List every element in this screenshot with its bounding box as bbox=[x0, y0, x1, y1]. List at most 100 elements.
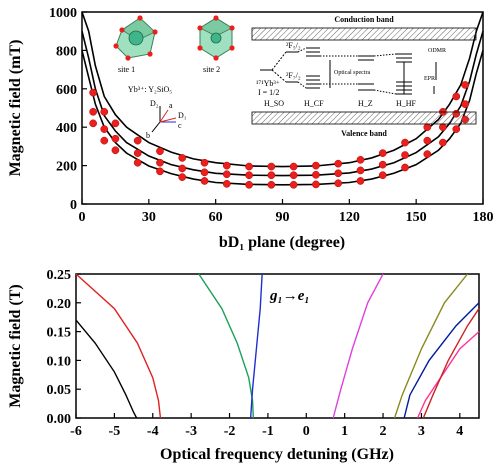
bottom-chart: -6 -5 -4 -3 -2 -1 0 1 2 3 40.000.050.100.150.200.2… bbox=[7, 268, 479, 463]
top-data-point bbox=[223, 171, 230, 178]
top-data-point bbox=[101, 126, 108, 133]
top-data-point bbox=[335, 180, 342, 187]
inset-crystal-sites: site 1 site 2 Yb³⁺: Y₂SiO₅ D₂ bbox=[113, 15, 234, 140]
valence-band-label: Valence band bbox=[341, 129, 387, 138]
top-data-point bbox=[156, 159, 163, 166]
top-data-point bbox=[312, 162, 319, 169]
top-x-tick-label: 90 bbox=[276, 210, 290, 225]
top-data-point bbox=[290, 172, 297, 179]
top-x-tick-label: 30 bbox=[142, 210, 156, 225]
top-data-point bbox=[112, 120, 119, 127]
bottom-x-tick-label: 0 bbox=[303, 424, 310, 439]
top-data-point bbox=[223, 162, 230, 169]
top-data-point bbox=[156, 148, 163, 155]
axis-d1-label: D₁ bbox=[178, 111, 187, 120]
top-data-point bbox=[424, 150, 431, 157]
axis-c-label: c bbox=[178, 121, 182, 130]
top-data-point bbox=[424, 137, 431, 144]
top-y-axis-label: Magnetic field (mT) bbox=[7, 40, 24, 177]
bottom-series-line-8 bbox=[418, 332, 479, 418]
top-y-tick-label: 1000 bbox=[49, 6, 77, 21]
top-data-point bbox=[312, 181, 319, 188]
bottom-x-axis-label: Optical frequency detuning (GHz) bbox=[160, 446, 394, 463]
top-data-point bbox=[335, 170, 342, 177]
top-data-point bbox=[101, 108, 108, 115]
bottom-x-tick-label: 1 bbox=[341, 424, 348, 439]
top-data-point bbox=[90, 120, 97, 127]
top-data-point bbox=[268, 172, 275, 179]
bottom-series-line-4 bbox=[251, 274, 263, 418]
top-data-point bbox=[401, 164, 408, 171]
top-data-point bbox=[439, 124, 446, 131]
top-y-tick-label: 200 bbox=[56, 160, 77, 175]
top-data-point bbox=[462, 101, 469, 108]
top-data-point bbox=[179, 174, 186, 181]
top-data-point bbox=[357, 177, 364, 184]
bottom-y-tick-label: 0.05 bbox=[47, 383, 72, 398]
h-cf-label: H_CF bbox=[304, 99, 324, 108]
top-data-point bbox=[101, 137, 108, 144]
top-data-point bbox=[439, 139, 446, 146]
level-upper-label: ²F₅/₂ bbox=[286, 41, 301, 50]
top-data-point bbox=[462, 81, 469, 88]
bottom-x-tick-label: -3 bbox=[185, 424, 197, 439]
bottom-y-tick-label: 0.15 bbox=[47, 326, 72, 341]
h-z-label: H_Z bbox=[358, 99, 373, 108]
top-data-point bbox=[245, 163, 252, 170]
bottom-series-line-7 bbox=[404, 303, 479, 418]
optical-spectra-label: Optical spectra bbox=[334, 70, 370, 76]
bottom-y-tick-label: 0.10 bbox=[47, 354, 72, 369]
top-data-point bbox=[90, 89, 97, 96]
h-so-label: H_SO bbox=[264, 99, 284, 108]
top-y-tick-label: 0 bbox=[70, 198, 77, 213]
epr-label: EPR bbox=[424, 76, 435, 82]
bottom-x-tick-label: -1 bbox=[262, 424, 274, 439]
isotope-label: ¹⁷¹Yb³⁺ bbox=[256, 79, 280, 88]
top-data-point bbox=[335, 160, 342, 167]
top-data-point bbox=[357, 167, 364, 174]
top-data-point bbox=[290, 181, 297, 188]
top-data-point bbox=[453, 93, 460, 100]
top-data-point bbox=[453, 126, 460, 133]
top-data-point bbox=[179, 154, 186, 161]
top-data-point bbox=[156, 168, 163, 175]
top-data-point bbox=[112, 135, 119, 142]
conduction-band bbox=[252, 28, 476, 40]
top-data-point bbox=[134, 137, 141, 144]
bottom-series-line-3 bbox=[199, 274, 254, 418]
bottom-axes: -6 -5 -4 -3 -2 -1 0 1 2 3 4 0.00 0.05 0.10 0.15 0.20 0.2… bbox=[47, 268, 464, 439]
top-data-point bbox=[268, 163, 275, 170]
axis-b-label: b bbox=[146, 131, 150, 140]
bottom-x-tick-label: -2 bbox=[224, 424, 236, 439]
top-data-point bbox=[290, 163, 297, 170]
site-1-polyhedron bbox=[113, 15, 157, 60]
top-data-point bbox=[201, 169, 208, 176]
bottom-x-tick-label: 3 bbox=[418, 424, 425, 439]
top-y-tick-label: 400 bbox=[56, 121, 77, 136]
top-data-point bbox=[401, 139, 408, 146]
h-hf-label: H_HF bbox=[396, 99, 417, 108]
top-y-tick-label: 800 bbox=[56, 44, 77, 59]
level-lower-label: ²F₇/₂ bbox=[286, 71, 301, 80]
bottom-series-line-1 bbox=[76, 320, 137, 418]
top-data-point bbox=[268, 181, 275, 188]
bottom-y-tick-label: 0.25 bbox=[47, 268, 72, 283]
valence-band bbox=[252, 112, 476, 124]
material-label: Yb³⁺: Y₂SiO₅ bbox=[128, 85, 172, 94]
top-x-tick-label: 60 bbox=[209, 210, 223, 225]
site-1-label: site 1 bbox=[118, 65, 135, 74]
top-data-point bbox=[312, 171, 319, 178]
bottom-y-tick-label: 0.20 bbox=[47, 297, 72, 312]
bottom-x-tick-label: 4 bbox=[456, 424, 463, 439]
top-chart: 0 30 60 90 120 150 180 0 200 400 600 800 1000 Magnet… bbox=[7, 6, 494, 251]
bottom-x-tick-label: -4 bbox=[147, 424, 159, 439]
top-data-point bbox=[379, 172, 386, 179]
top-x-tick-label: 0 bbox=[79, 210, 86, 225]
site-2-label: site 2 bbox=[203, 65, 220, 74]
crystal-axes: D₂ a D₁ c b bbox=[146, 99, 187, 140]
top-x-tick-label: 120 bbox=[339, 210, 360, 225]
top-data-point bbox=[245, 172, 252, 179]
spin-label: I = 1/2 bbox=[258, 88, 279, 97]
bottom-series-line-5 bbox=[333, 274, 383, 418]
